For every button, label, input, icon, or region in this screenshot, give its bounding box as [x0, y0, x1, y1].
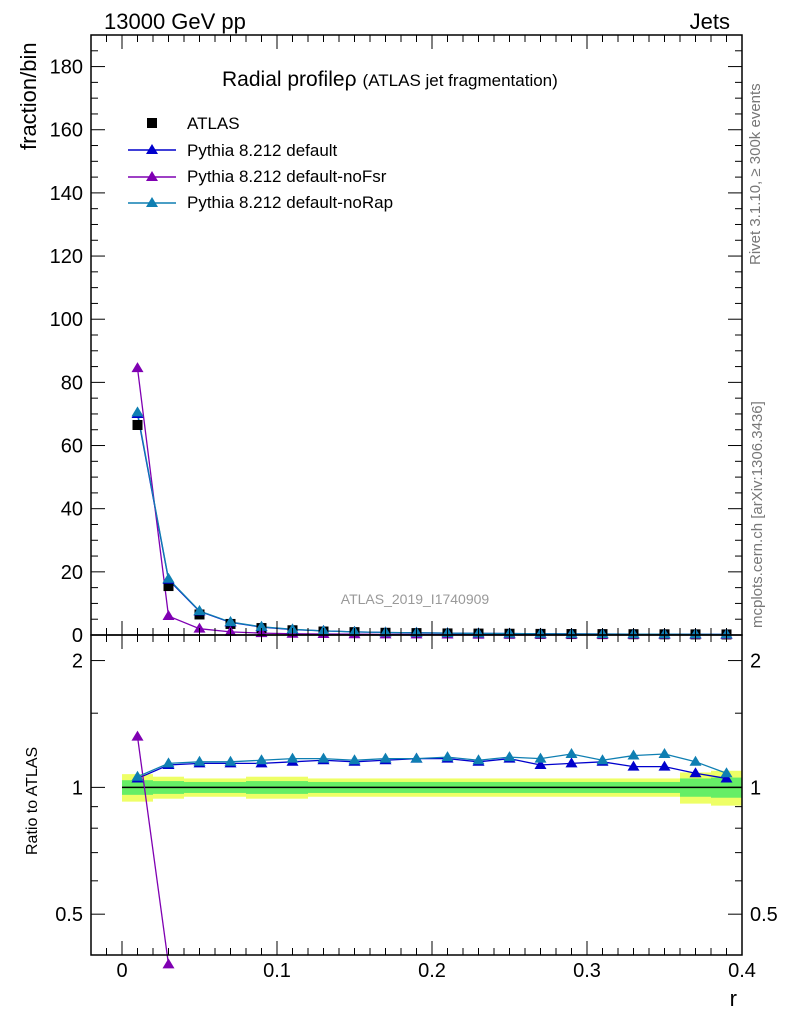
ratio-point-norap [689, 755, 702, 766]
x-tick-label: 0 [116, 960, 127, 982]
watermark-analysis-id: ATLAS_2019_I1740909 [341, 591, 490, 607]
legend-entry-nofsr: Pythia 8.212 default-noFsr [128, 167, 387, 186]
ratio-point-nofsr [162, 958, 175, 969]
ratio-y-tick-label-right: 2 [750, 651, 761, 673]
legend-entry-default: Pythia 8.212 default [128, 141, 338, 160]
ratio-point-norap [534, 752, 547, 763]
ratio-point-norap [720, 767, 733, 778]
ratio-point-norap [472, 754, 485, 765]
ratio-point-default [689, 767, 702, 778]
ratio-line-norap [137, 753, 727, 778]
ratio-y-tick-label: 0.5 [55, 904, 83, 926]
ratio-point-default [565, 757, 578, 768]
main-y-axis-label: fraction/bin [16, 42, 41, 150]
legend-label-nofsr: Pythia 8.212 default-noFsr [187, 167, 387, 186]
legend-entry-atlas: ATLAS [147, 114, 240, 133]
ratio-y-tick-label: 1 [72, 777, 83, 799]
main-point-nofsr [131, 362, 144, 373]
main-y-tick-label: 80 [61, 372, 83, 394]
series-lines [136, 368, 727, 965]
ratio-point-norap [224, 755, 237, 766]
main-point-norap [193, 605, 206, 615]
mcplots-label: mcplots.cern.ch [arXiv:1306.3436] [749, 401, 766, 628]
rivet-version-label: Rivet 3.1.10, ≥ 300k events [747, 83, 764, 265]
chart-title-sub: (ATLAS jet fragmentation) [363, 71, 558, 90]
ratio-point-norap [193, 755, 206, 766]
main-y-tick-label: 120 [50, 246, 83, 268]
ratio-y-tick-label-right: 0.5 [750, 904, 778, 926]
x-tick-label: 0.1 [263, 960, 291, 982]
x-tick-label: 0.3 [573, 960, 601, 982]
main-y-tick-label: 40 [61, 499, 83, 521]
ratio-point-norap [286, 752, 299, 763]
main-point-nofsr [162, 610, 175, 621]
main-y-tick-label: 140 [50, 183, 83, 205]
legend-label-atlas: ATLAS [187, 114, 240, 133]
ratio-y-axis-label: Ratio to ATLAS [24, 747, 41, 855]
ratio-point-default [627, 760, 640, 771]
main-y-tick-label: 0 [72, 625, 83, 647]
ratio-point-norap [627, 749, 640, 760]
ratio-point-norap [317, 752, 330, 763]
main-point-atlas [163, 581, 174, 592]
legend-label-norap: Pythia 8.212 default-noRap [187, 193, 393, 212]
main-y-tick-label: 60 [61, 436, 83, 458]
main-y-tick-label: 160 [50, 120, 83, 142]
series-markers [131, 362, 733, 969]
legend: ATLAS Pythia 8.212 default Pythia 8.212 … [128, 114, 393, 212]
x-tick-label: 0.2 [418, 960, 446, 982]
ratio-point-norap [441, 751, 454, 762]
x-axis-label: r [730, 986, 737, 1011]
ratio-point-norap [658, 748, 671, 759]
ratio-point-norap [131, 770, 144, 781]
ratio-y-tick-label-right: 1 [750, 777, 761, 799]
main-y-tick-label: 180 [50, 57, 83, 79]
main-point-norap [255, 620, 268, 631]
main-point-norap [162, 572, 175, 583]
chart-title-symbol: ρ [345, 68, 357, 91]
chart-title: Radial profileρ (ATLAS jet fragmentation) [222, 68, 558, 91]
legend-marker-atlas [147, 118, 157, 128]
header-left-label: 13000 GeV pp [104, 9, 246, 34]
ratio-y-tick-label: 2 [72, 651, 83, 673]
legend-label-default: Pythia 8.212 default [187, 141, 338, 160]
ratio-point-default [658, 760, 671, 771]
main-y-tick-label: 20 [61, 562, 83, 584]
legend-marker-norap [146, 197, 158, 207]
ratio-point-norap [379, 752, 392, 763]
ratio-point-default [720, 772, 733, 783]
ratio-point-norap [565, 748, 578, 759]
legend-marker-nofsr [146, 171, 158, 181]
header-right-label: Jets [690, 9, 730, 34]
ratio-point-norap [255, 754, 268, 765]
legend-marker-default [146, 144, 158, 154]
main-y-tick-label: 100 [50, 309, 83, 331]
main-point-norap [131, 406, 144, 417]
ratio-point-norap [162, 757, 175, 768]
main-point-atlas [132, 420, 143, 430]
axis-ticks: 0 20 40 60 80 100 120 140 160 180 0 0.1 0.2 0.3 0.4 0.5… [50, 35, 778, 982]
main-point-norap [224, 616, 237, 627]
ratio-point-nofsr [131, 730, 144, 741]
chart-title-main: Radial profile [222, 68, 345, 91]
ratio-point-norap [410, 752, 423, 763]
legend-entry-norap: Pythia 8.212 default-noRap [128, 193, 393, 212]
ratio-point-norap [348, 754, 361, 765]
ratio-uncertainty-band [122, 770, 742, 806]
ratio-point-norap [596, 754, 609, 765]
x-tick-label: 0.4 [728, 960, 756, 982]
ratio-point-norap [503, 751, 516, 762]
ratio-point-default [534, 759, 547, 770]
main-point-nofsr [193, 622, 206, 633]
ratio-line-default [137, 757, 727, 780]
